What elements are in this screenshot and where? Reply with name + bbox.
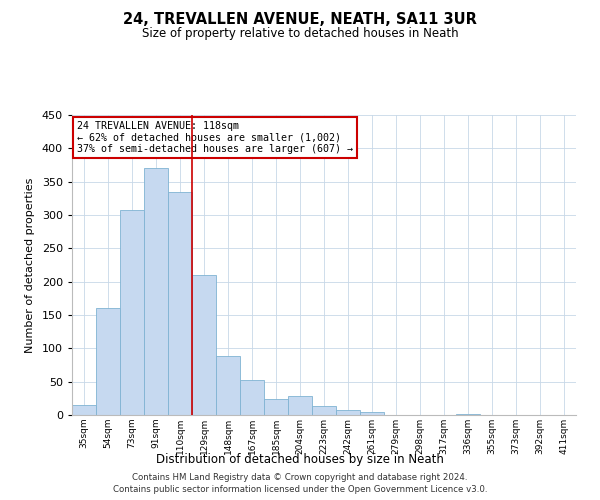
Bar [72, 405, 96, 415]
Text: 24, TREVALLEN AVENUE, NEATH, SA11 3UR: 24, TREVALLEN AVENUE, NEATH, SA11 3UR [123, 12, 477, 28]
Bar [360, 412, 384, 415]
Text: Size of property relative to detached houses in Neath: Size of property relative to detached ho… [142, 28, 458, 40]
Y-axis label: Number of detached properties: Number of detached properties [25, 178, 35, 352]
Bar [312, 406, 336, 415]
Bar [288, 396, 312, 415]
Bar [456, 414, 480, 415]
Bar [216, 356, 240, 415]
Bar [192, 275, 216, 415]
Text: Contains public sector information licensed under the Open Government Licence v3: Contains public sector information licen… [113, 485, 487, 494]
Bar [144, 168, 168, 415]
Text: Distribution of detached houses by size in Neath: Distribution of detached houses by size … [156, 452, 444, 466]
Text: Contains HM Land Registry data © Crown copyright and database right 2024.: Contains HM Land Registry data © Crown c… [132, 472, 468, 482]
Text: 24 TREVALLEN AVENUE: 118sqm
← 62% of detached houses are smaller (1,002)
37% of : 24 TREVALLEN AVENUE: 118sqm ← 62% of det… [77, 121, 353, 154]
Bar [168, 192, 192, 415]
Bar [336, 410, 360, 415]
Bar [264, 399, 288, 415]
Bar [96, 308, 120, 415]
Bar [240, 380, 264, 415]
Bar [120, 210, 144, 415]
